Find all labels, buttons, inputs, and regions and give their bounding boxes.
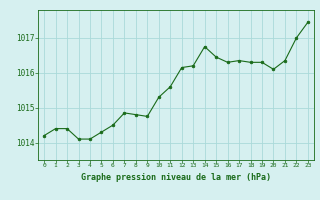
X-axis label: Graphe pression niveau de la mer (hPa): Graphe pression niveau de la mer (hPa) [81,173,271,182]
